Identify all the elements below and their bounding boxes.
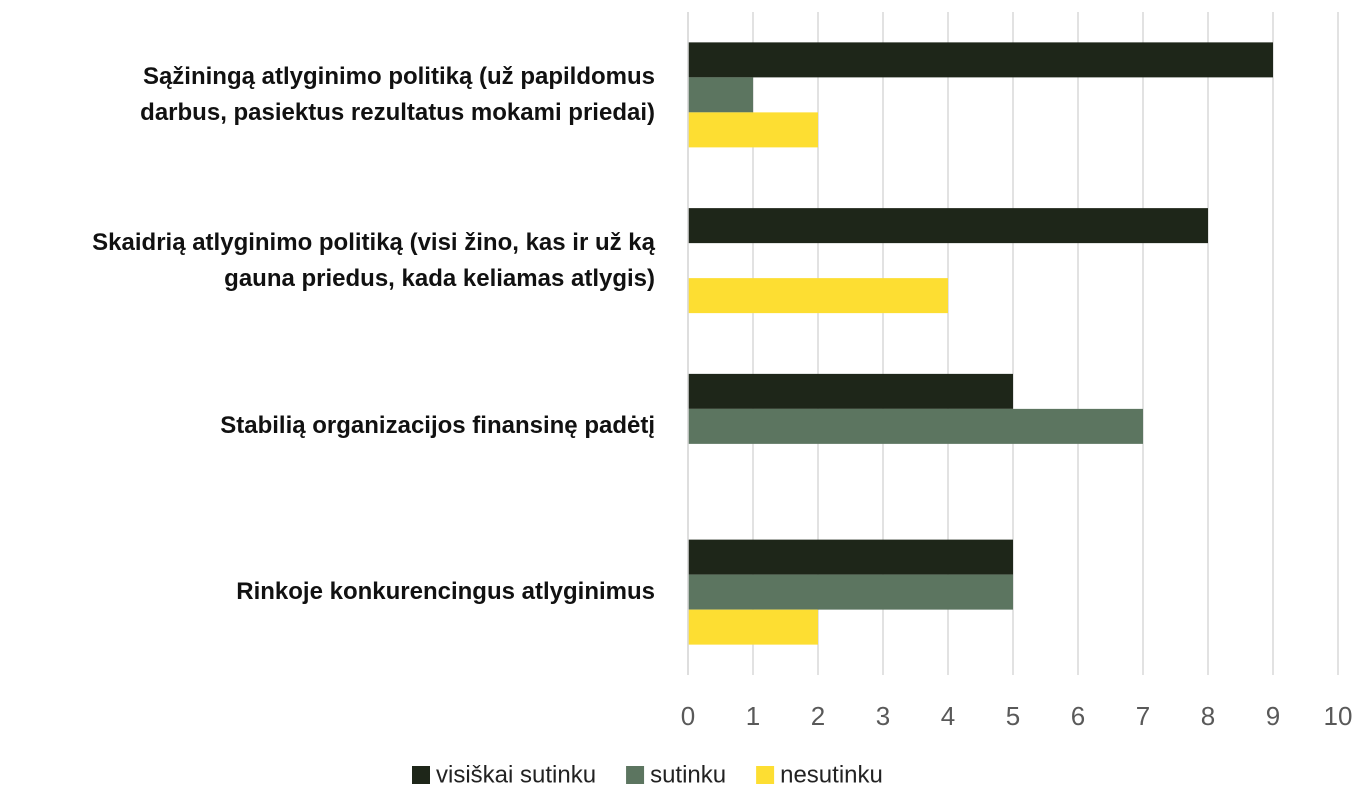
x-tick-label: 7: [1136, 701, 1150, 731]
bar: [688, 408, 1143, 444]
category-label: Skaidrią atlyginimo politiką (visi žino,…: [92, 228, 655, 292]
legend-swatch: [412, 766, 430, 784]
legend-label: nesutinku: [780, 761, 883, 788]
legend-label: sutinku: [650, 761, 726, 788]
legend-swatch: [626, 766, 645, 784]
x-tick-label: 10: [1324, 701, 1353, 731]
legend-label: visiškai sutinku: [436, 761, 596, 788]
bar: [688, 42, 1273, 78]
category-label: Rinkoje konkurencingus atlyginimus: [236, 578, 655, 606]
bar: [688, 609, 818, 645]
x-tick-label: 6: [1071, 701, 1085, 731]
x-tick-label: 1: [746, 701, 760, 731]
x-tick-label: 4: [941, 701, 955, 731]
bar: [688, 77, 753, 113]
bar: [688, 574, 1013, 610]
category-label: Sąžiningą atlyginimo politiką (už papild…: [140, 62, 655, 126]
bar: [688, 278, 948, 314]
bar: [688, 112, 818, 148]
x-tick-label: 0: [681, 701, 695, 731]
x-tick-label: 8: [1201, 701, 1215, 731]
x-tick-label: 2: [811, 701, 825, 731]
x-tick-label: 9: [1266, 701, 1280, 731]
bar: [688, 373, 1013, 409]
category-label: Stabilią organizacijos finansinę padėtį: [220, 412, 655, 440]
x-tick-label: 3: [876, 701, 890, 731]
legend-swatch: [756, 766, 775, 784]
bar: [688, 539, 1013, 575]
x-tick-label: 5: [1006, 701, 1020, 731]
bar: [688, 208, 1208, 244]
